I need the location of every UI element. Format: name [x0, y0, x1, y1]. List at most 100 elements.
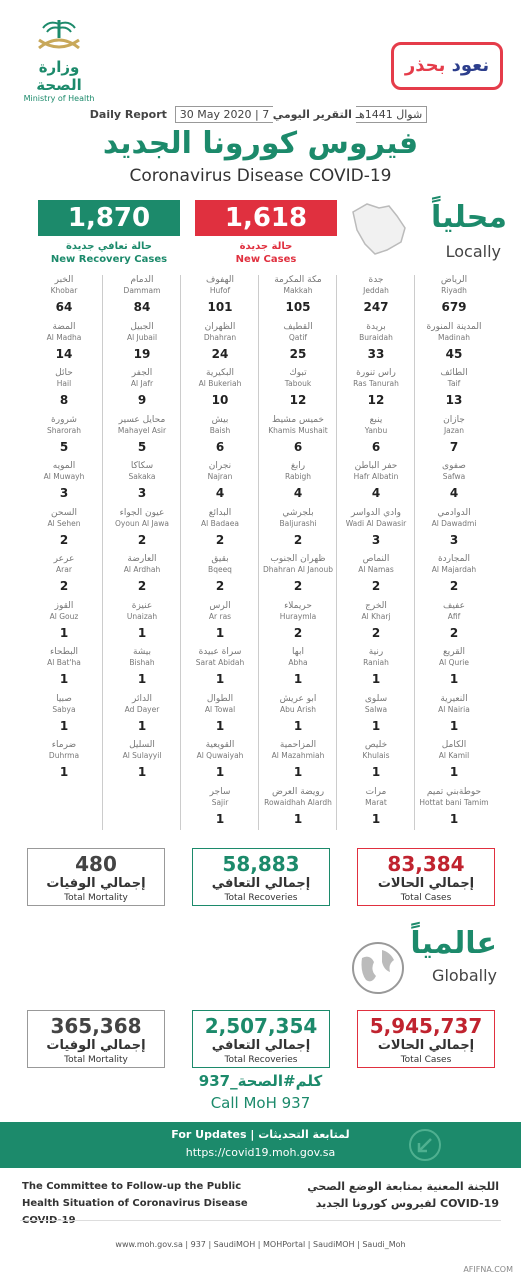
city-cell: ينبع Yanbu 6 — [337, 415, 415, 455]
city-cell: صبيا Sabya 1 — [25, 694, 103, 734]
daily-report-en: Daily Report — [89, 108, 167, 121]
city-name-ar: حائل — [55, 368, 73, 378]
naood-bihathar-logo: نعود بحذر — [391, 42, 503, 90]
column-divider — [336, 275, 337, 830]
city-name-ar: شرورة — [51, 414, 77, 425]
city-name-en: Al Quwaiyah — [196, 751, 244, 760]
city-name-en: Al Kamil — [438, 751, 470, 760]
city-name-en: Hottat bani Tamim — [419, 797, 489, 807]
city-cell: المضة Al Madha 14 — [25, 322, 103, 362]
city-cell: عفيف Afif 2 — [415, 601, 493, 641]
city-cell: ظهران الجنوب Dhahran Al Janoub 2 — [259, 554, 337, 594]
updates-url-link[interactable]: https://covid19.moh.gov.sa — [185, 1146, 336, 1159]
city-case-count: 2 — [449, 579, 459, 593]
city-cell: المجاردة Al Majardah 2 — [415, 554, 493, 594]
committee-en: The Committee to Follow-up the Public He… — [22, 1181, 248, 1226]
city-name-en: Ar ras — [208, 611, 232, 621]
city-cell: القريع Al Qurie 1 — [415, 647, 493, 687]
city-cell: سكاكا Sakaka 3 — [103, 461, 181, 501]
city-case-count: 1 — [59, 672, 69, 686]
city-name-ar: حريملاء — [284, 600, 312, 611]
city-cell: البكيرية Al Bukeriah 10 — [181, 368, 259, 408]
city-name-en: Khamis Mushait — [268, 425, 328, 435]
call-moh-en: Call MoH 937 — [210, 1094, 311, 1112]
city-case-count: 3 — [449, 532, 459, 547]
city-cell: الخبر Khobar 64 — [25, 275, 103, 315]
city-name-ar: الجفر — [131, 368, 153, 378]
local-total-recoveries-ar: إجمالي التعافي — [211, 876, 311, 891]
city-name-en: Salwa — [364, 704, 388, 714]
city-case-count: 9 — [137, 393, 147, 407]
city-name-en: Dhahran — [203, 332, 237, 342]
city-name-en: Riyadh — [441, 286, 467, 295]
city-name-ar: المزاحمية — [279, 740, 317, 750]
local-total-cases-value: 83,384 — [387, 852, 465, 876]
city-name-ar: البدائع — [208, 507, 232, 518]
city-name-ar: سلوى — [364, 693, 388, 704]
city-case-count: 2 — [215, 579, 225, 593]
city-case-count: 1 — [449, 811, 459, 826]
city-name-ar: ينبع — [369, 414, 383, 425]
local-total-mortality-en: Total Mortality — [64, 893, 128, 903]
city-cell: السحن Al Sehen 2 — [25, 508, 103, 548]
city-cell: الدائر Ad Dayer 1 — [103, 694, 181, 734]
city-cell: الظهران Dhahran 24 — [181, 322, 259, 362]
city-name-ar: النعيرية — [440, 693, 468, 704]
naood-word-1: نعود — [451, 55, 490, 76]
city-name-en: Al Jafr — [130, 379, 154, 388]
city-cell: أبو عريش Abu Arish 1 — [259, 694, 337, 734]
moh-name-ar: وزارة الصحة — [36, 58, 82, 94]
city-case-count: 2 — [371, 579, 381, 593]
city-cell: السليل Al Sulayyil 1 — [103, 740, 181, 780]
city-cell: النماص Al Namas 2 — [337, 554, 415, 594]
city-name-ar: خليص — [364, 740, 388, 750]
city-case-count: 12 — [289, 393, 307, 407]
city-name-ar: البطحاء — [49, 647, 79, 657]
city-cell: بريدة Buraidah 33 — [337, 322, 415, 362]
city-name-en: Unaizah — [126, 611, 158, 621]
city-name-en: Al Towal — [204, 704, 236, 714]
global-total-cases-en: Total Cases — [400, 1055, 452, 1065]
city-case-count: 105 — [285, 300, 311, 314]
city-cell: حريملاء Huraymla 2 — [259, 601, 337, 641]
city-case-count: 1 — [371, 672, 381, 686]
city-case-count: 101 — [207, 300, 233, 314]
global-total-recoveries-card: 2,507,354 إجمالي التعافي Total Recoverie… — [192, 1010, 330, 1068]
city-name-en: Oyoun Al Jawa — [115, 518, 169, 528]
city-name-ar: القويعية — [205, 740, 235, 750]
city-case-count: 2 — [59, 532, 69, 547]
city-name-ar: المدينة المنورة — [426, 321, 482, 332]
city-cell: بلجرشي Baljurashi 2 — [259, 508, 337, 548]
city-name-en: Rabigh — [284, 472, 311, 481]
city-name-ar: حوطةبني تميم — [426, 786, 482, 797]
city-name-en: Al Gouz — [49, 611, 79, 621]
city-name-en: Dhahran Al Janoub — [263, 565, 333, 574]
city-name-en: Al Majardah — [431, 565, 477, 574]
city-name-en: Al Muwayh — [43, 472, 85, 481]
city-name-ar: عرعر — [53, 554, 75, 564]
city-name-ar: الدوادمي — [437, 507, 471, 518]
city-case-count: 7 — [449, 439, 459, 454]
city-case-count: 2 — [137, 532, 147, 547]
city-cell: القوز Al Gouz 1 — [25, 601, 103, 641]
city-case-count: 5 — [59, 439, 69, 454]
globally-title-ar: عالمياً — [410, 926, 497, 961]
city-cell: أبها Abha 1 — [259, 647, 337, 687]
city-cell: حفر الباطن Hafr Albatin 4 — [337, 461, 415, 501]
city-name-ar: بلجرشي — [282, 507, 314, 518]
city-case-count: 1 — [137, 718, 147, 733]
call-hashtag-ar: كلم#الصحة_937 — [198, 1072, 323, 1090]
city-name-ar: ساجر — [209, 786, 231, 797]
moh-logo: وزارة الصحة Ministry of Health — [14, 18, 104, 103]
city-cell: وادي الدواسر Wadi Al Dawasir 3 — [337, 508, 415, 548]
city-name-ar: صفوى — [442, 461, 466, 471]
city-case-count: 2 — [293, 532, 303, 547]
city-case-count: 1 — [215, 672, 225, 686]
city-cell: الهفوف Hufof 101 — [181, 275, 259, 315]
local-total-recoveries-en: Total Recoveries — [224, 893, 298, 903]
city-name-en: Al Jubail — [126, 332, 158, 342]
city-case-count: 64 — [55, 300, 73, 314]
city-case-count: 1 — [215, 765, 225, 779]
city-cell: حائل Hail 8 — [25, 368, 103, 408]
city-name-en: Huraymla — [279, 611, 317, 621]
